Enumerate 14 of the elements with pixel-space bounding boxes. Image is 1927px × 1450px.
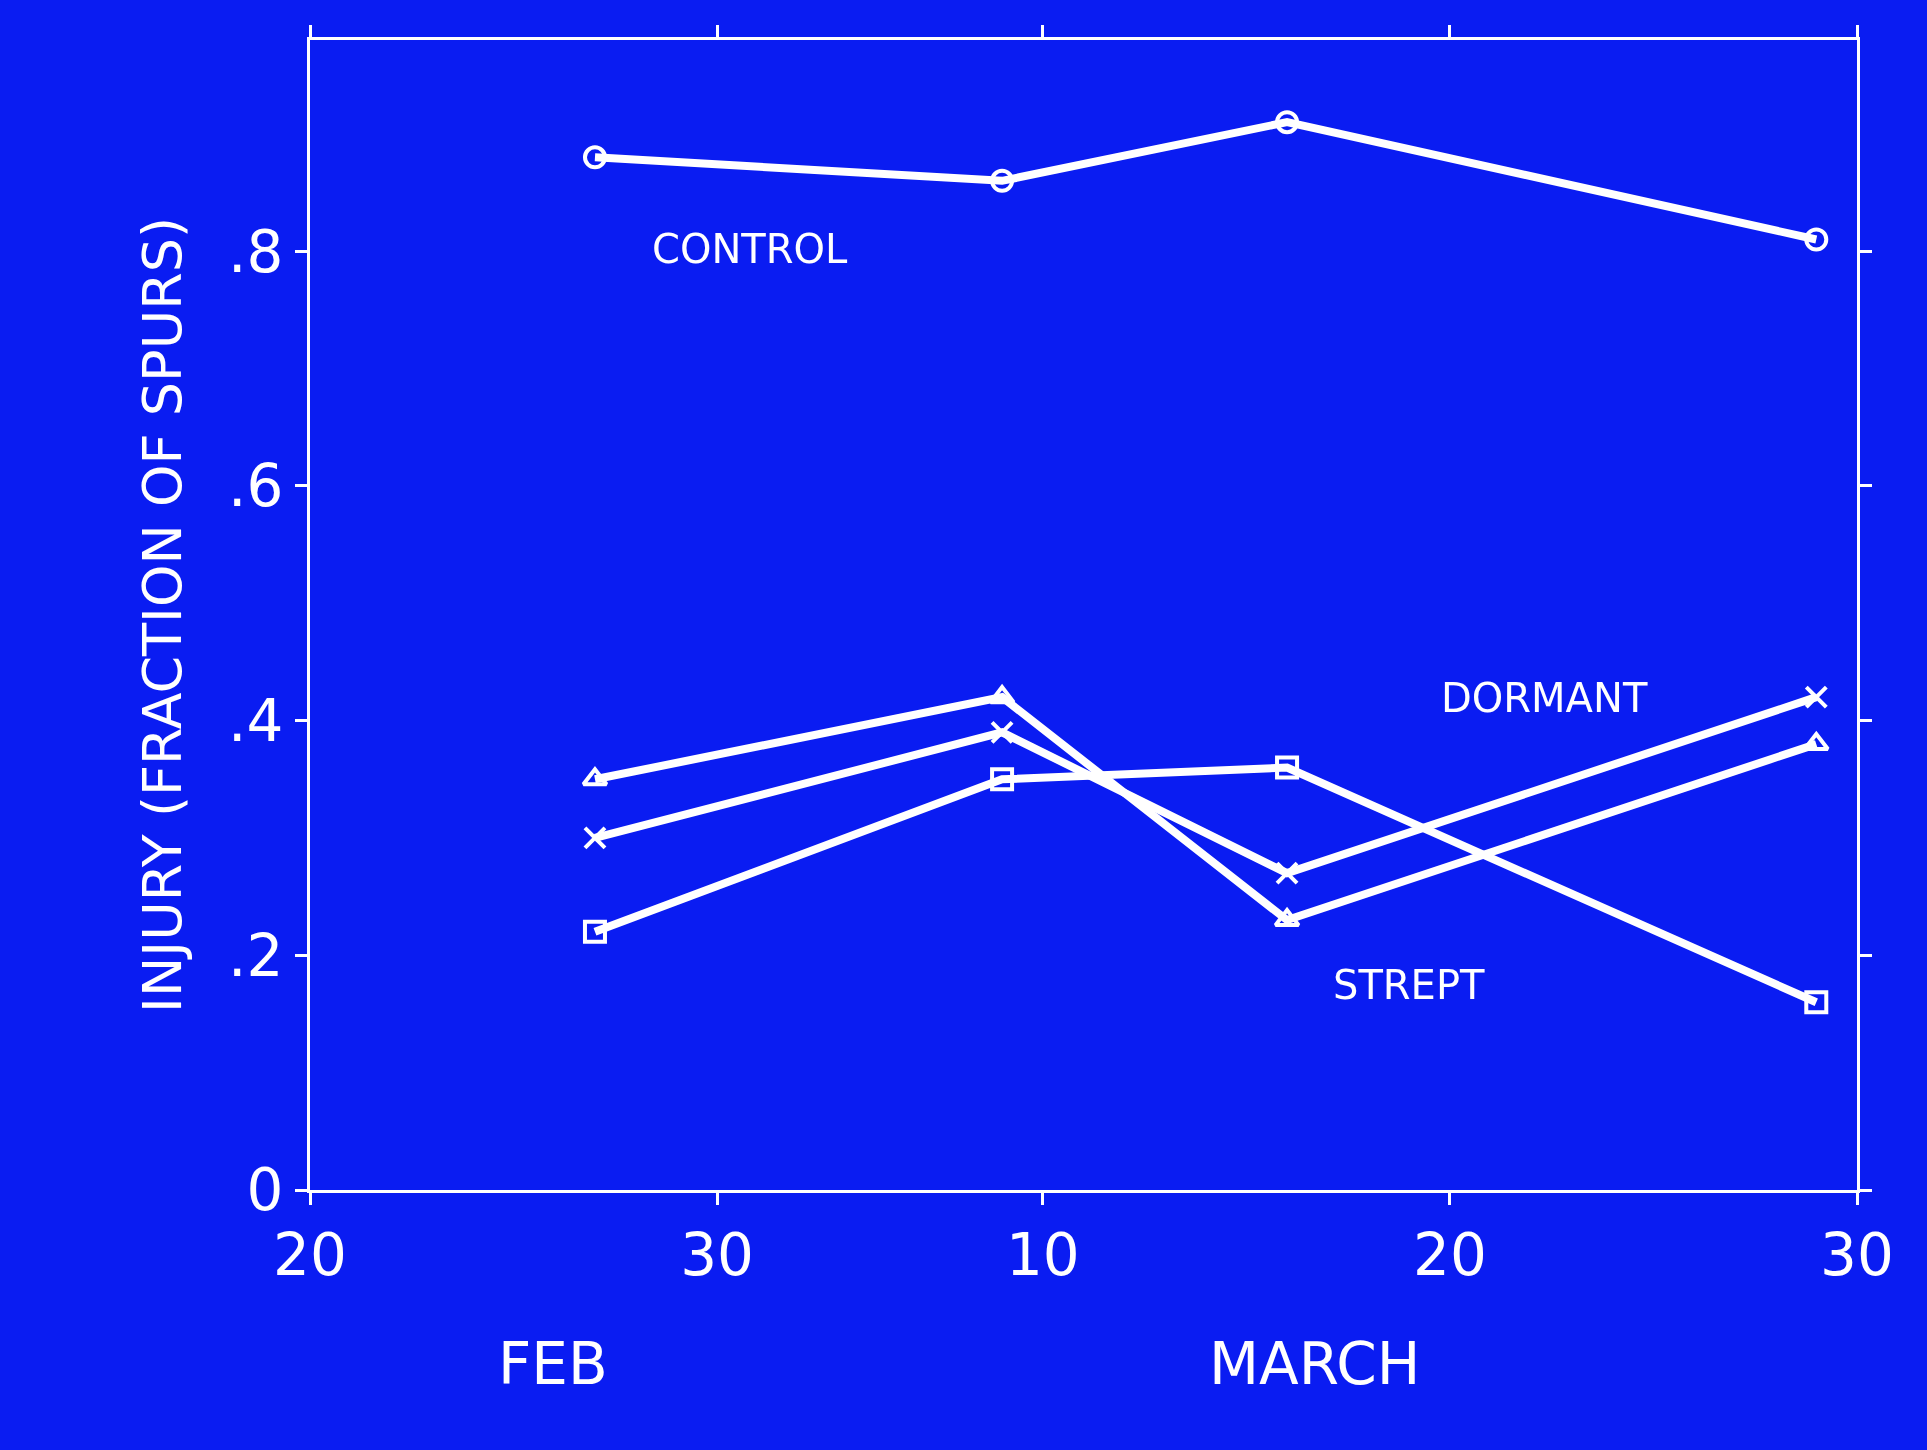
y-tick-label: .4 [228, 686, 284, 755]
annotation: CONTROL [652, 226, 849, 272]
annotation: STREPT [1333, 962, 1486, 1008]
x-tick-label: 30 [1820, 1220, 1894, 1289]
y-tick-label: .6 [228, 452, 284, 521]
x-tick-label: 10 [1005, 1220, 1080, 1289]
x-tick-label: 30 [680, 1220, 755, 1289]
y-axis-title: INJURY (FRACTION OF SPURS) [130, 216, 194, 1014]
annotation: DORMANT [1441, 675, 1648, 721]
y-tick-label: .2 [228, 921, 284, 990]
text: FEB [498, 1330, 608, 1398]
x-tick-label: 20 [1412, 1220, 1487, 1289]
text: MARCH [1209, 1330, 1421, 1398]
y-tick-label: .8 [228, 217, 284, 286]
